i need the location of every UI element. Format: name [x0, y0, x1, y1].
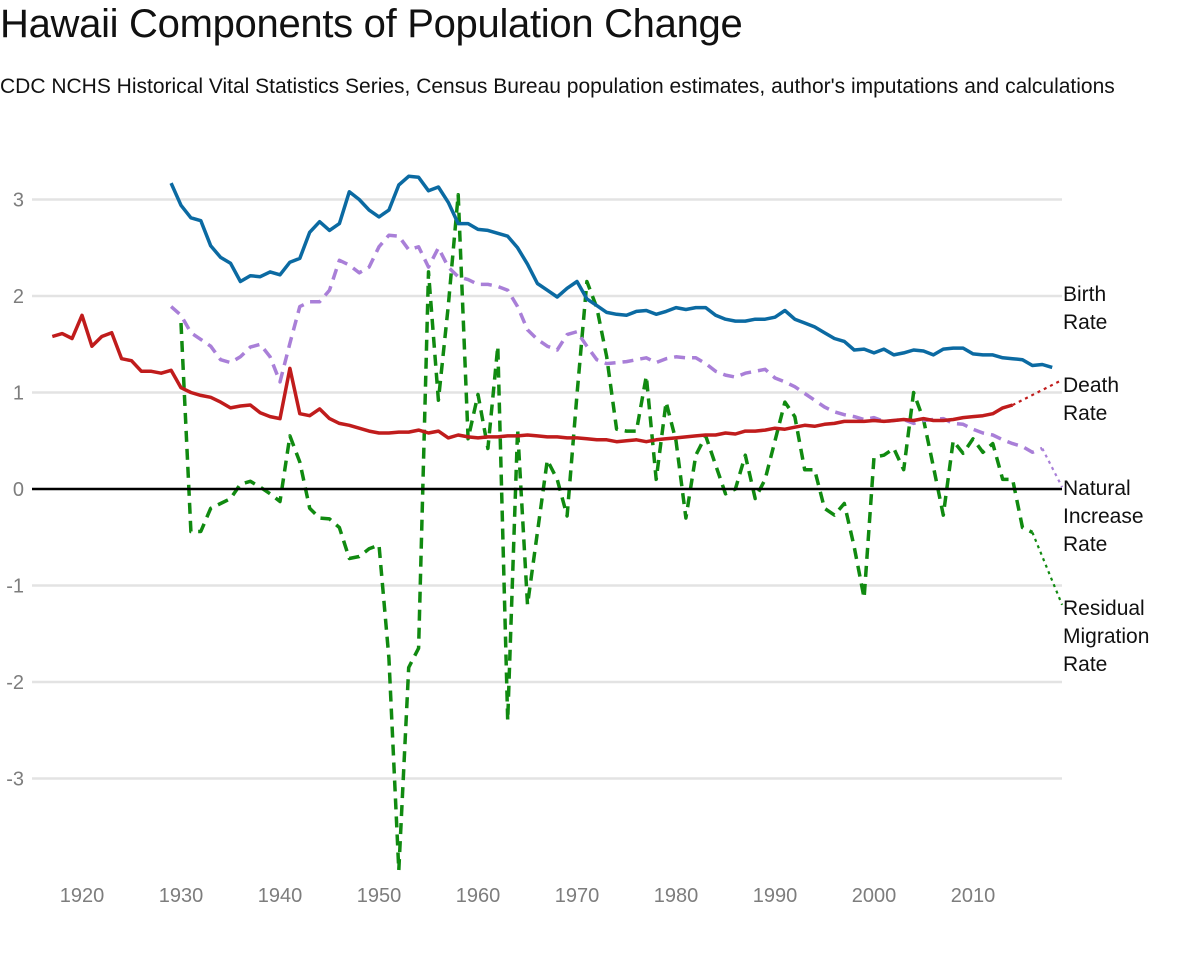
series-label-line: Natural	[1063, 477, 1131, 500]
y-tick-label: 2	[13, 286, 24, 308]
x-tick-label: 1950	[357, 885, 402, 907]
series-label-line: Residual	[1063, 597, 1145, 620]
x-tick-label: 1970	[555, 885, 600, 907]
series-line-birth-rate	[169, 174, 1053, 370]
series-label-line: Birth	[1063, 283, 1106, 306]
series-projection-residual-migration-rate	[1031, 532, 1064, 606]
y-tick-label: -3	[6, 769, 24, 791]
series-lines	[51, 174, 1064, 872]
chart-title: Hawaii Components of Population Change	[0, 2, 743, 46]
series-label-natural-increase-rate: Natural Increase Rate	[1063, 477, 1144, 556]
x-tick-label: 1980	[654, 885, 699, 907]
gridlines	[32, 198, 1062, 780]
series-label-line: Rate	[1063, 402, 1107, 425]
series-projection-death-rate	[1012, 378, 1063, 407]
x-axis-tick-labels: 1920 1930 1940 1950 1960 1970 1980 1990 2000 2010	[60, 885, 996, 907]
series-projection-natural-increase-rate	[1041, 447, 1064, 488]
chart-subtitle: CDC NCHS Historical Vital Statistics Ser…	[0, 75, 1115, 98]
x-tick-label: 1960	[456, 885, 501, 907]
x-tick-label: 1930	[159, 885, 204, 907]
series-label-line: Rate	[1063, 533, 1107, 556]
x-tick-label: 2010	[951, 885, 996, 907]
series-line-death-rate	[51, 313, 1014, 444]
series-natural-increase-rate	[169, 233, 1064, 488]
y-tick-label: 3	[13, 190, 24, 212]
series-line-residual-migration-rate	[179, 192, 1034, 872]
series-label-line: Rate	[1063, 653, 1107, 676]
series-residual-migration-rate	[179, 192, 1064, 872]
series-label-birth-rate: Birth Rate	[1063, 283, 1107, 334]
series-label-line: Migration	[1063, 625, 1149, 648]
series-label-residual-migration-rate: Residual Migration Rate	[1063, 597, 1149, 676]
y-tick-label: 0	[13, 479, 24, 501]
series-birth-rate	[169, 174, 1053, 370]
series-label-line: Rate	[1063, 311, 1107, 334]
y-tick-label: 1	[13, 383, 24, 405]
x-tick-label: 1990	[753, 885, 798, 907]
x-tick-label: 1920	[60, 885, 105, 907]
series-label-death-rate: Death Rate	[1063, 374, 1119, 425]
y-axis-tick-labels: 3 2 1 0 -1 -2 -3	[6, 190, 24, 791]
y-tick-label: -2	[6, 672, 24, 694]
series-label-line: Increase	[1063, 505, 1144, 528]
series-label-line: Death	[1063, 374, 1119, 397]
x-tick-label: 2000	[852, 885, 897, 907]
x-tick-label: 1940	[258, 885, 303, 907]
y-tick-label: -1	[6, 576, 24, 598]
series-death-rate	[51, 313, 1063, 444]
